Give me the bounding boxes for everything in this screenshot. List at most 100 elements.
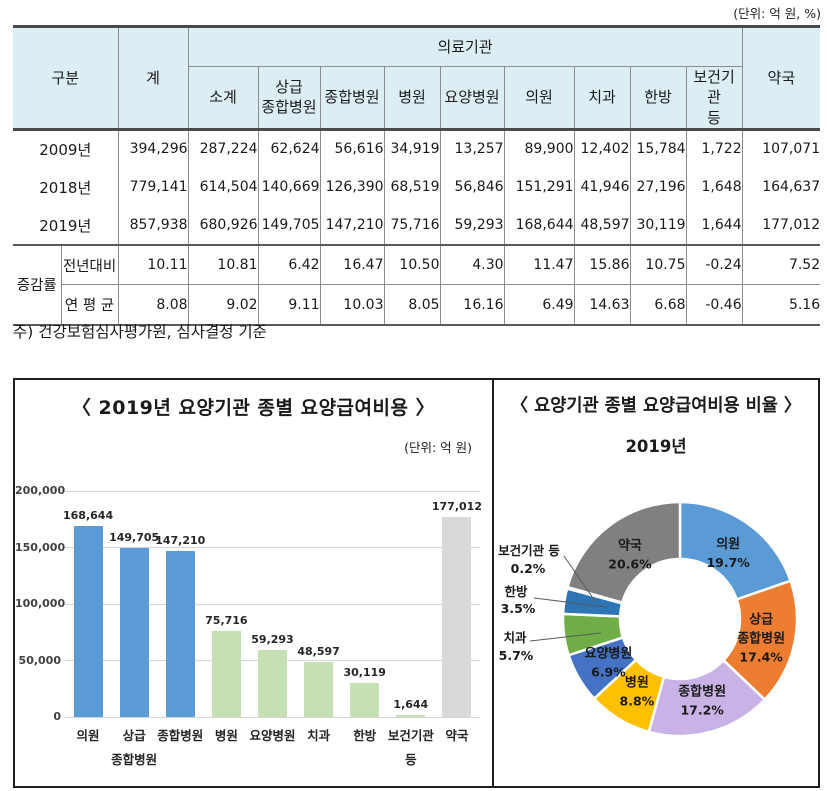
value-cell: 680,926 [187, 206, 259, 245]
value-cell: 16.47 [319, 243, 385, 285]
value-cell: 48,597 [573, 206, 631, 245]
bar [73, 526, 103, 717]
value-cell: 56,616 [319, 129, 385, 168]
leader-line [563, 555, 596, 602]
bar [350, 682, 380, 717]
value-cell: 287,224 [187, 129, 259, 168]
table-unit-label: (단위: 억 원, %) [733, 6, 821, 21]
value-cell: -0.24 [685, 243, 743, 285]
value-cell: 10.81 [187, 243, 259, 285]
bar [165, 550, 195, 717]
value-cell: 614,504 [187, 167, 259, 207]
gridline [65, 603, 480, 605]
value-cell: 4.30 [439, 243, 505, 285]
pie-chart-title: 〈 요양기관 종별 요양급여비용 비율 〉 [510, 396, 802, 416]
gridline [65, 716, 480, 718]
year-cell: 2009년 [39, 140, 92, 159]
value-cell: 10.75 [629, 243, 687, 285]
donut-slice [678, 500, 793, 601]
value-cell: 140,669 [257, 167, 321, 207]
value-cell: 394,296 [117, 129, 189, 168]
year-cell: 2018년 [39, 178, 92, 197]
table-row: 연 평 균 8.08 9.02 9.11 10.03 8.05 16.16 6.49 14.63… [13, 284, 821, 325]
y-axis-label: 150,000 [15, 540, 66, 554]
value-cell: 41,946 [573, 167, 631, 207]
header-subcol: 의원 [503, 66, 575, 130]
bar [304, 662, 334, 717]
value-cell: 30,119 [629, 206, 687, 245]
value-cell: 1,722 [685, 129, 743, 168]
x-axis-label: 요양병원 [249, 728, 296, 743]
bar-value-label: 168,644 [63, 509, 114, 523]
value-cell: 1,648 [685, 167, 743, 207]
slice-label: 종합병원 17.2% [678, 683, 726, 717]
value-cell: 107,071 [741, 129, 821, 168]
value-cell: 10.03 [319, 284, 385, 325]
bar [258, 650, 287, 717]
bar-chart-title: 〈 2019년 요양기관 종별 요양급여비용 〉 [71, 397, 436, 419]
value-cell: 15.86 [573, 243, 631, 285]
table-row: 2018년 779,141 614,504 140,669 126,390 68,519 5… [13, 167, 821, 207]
data-table: 구분 계 의료기관 약국 소계 상급 종합병원 종합병원 병원 요양병원 의원 치과 한방 보건… [13, 25, 821, 326]
value-cell: 149,705 [257, 206, 321, 245]
value-cell: 6.42 [257, 243, 321, 285]
value-cell: 168,644 [503, 206, 575, 245]
leader-line [529, 632, 602, 642]
value-cell: 7.52 [741, 243, 821, 285]
slice-label: 요양병원 6.9% [585, 646, 633, 680]
slice-label: 상급 종합병원 17.4% [737, 613, 785, 665]
value-cell: 27,196 [629, 167, 687, 207]
pie-chart-subtitle: 2019년 [625, 437, 687, 456]
x-axis-label: 종합병원 [157, 728, 204, 743]
gridline [65, 547, 480, 548]
bar [119, 547, 149, 717]
value-cell: 5.16 [741, 284, 821, 325]
header-subcol: 소계 [187, 66, 259, 130]
value-cell: 177,012 [741, 206, 821, 245]
value-cell: 151,291 [503, 167, 575, 207]
x-axis-label: 한방 [353, 728, 377, 743]
slice-label: 병원 8.8% [620, 674, 655, 708]
slice-outside-pct: 5.7% [499, 648, 534, 663]
slice-outside-label: 한방 [504, 584, 528, 599]
value-cell: 34,919 [383, 129, 441, 168]
value-cell: 10.11 [117, 243, 189, 285]
bar-chart-plot-area: 168,644 149,705 147,210 75,716 59,293 48,597 3… [63, 490, 482, 718]
value-cell: 12,402 [573, 129, 631, 168]
header-subcol: 보건기관 등 [685, 66, 743, 130]
donut-slice [565, 500, 682, 605]
bar [396, 715, 426, 717]
header-subcol: 종합병원 [319, 66, 385, 130]
bar-value-label: 30,119 [343, 665, 386, 679]
value-cell: 68,519 [383, 167, 441, 207]
value-cell: 75,716 [383, 206, 441, 245]
value-cell: 16.16 [439, 284, 505, 325]
value-cell: 15,784 [629, 129, 687, 168]
x-axis-label: 보건기관 등 [387, 728, 434, 767]
value-cell: 857,938 [117, 206, 189, 245]
value-cell: 13,257 [439, 129, 505, 168]
growth-sub-label-cell: 전년대비 [60, 243, 119, 285]
table-row: 증감률 전년대비 10.11 10.81 6.42 16.47 10.50 4.30 11.47… [13, 243, 821, 325]
header-subcol: 요양병원 [439, 66, 505, 130]
leader-line [533, 597, 608, 608]
x-axis-label: 상급 종합병원 [111, 728, 158, 767]
value-cell: 779,141 [117, 167, 189, 207]
bar-chart-panel: 〈 2019년 요양기관 종별 요양급여비용 〉 (단위: 억 원) 168,6… [15, 380, 494, 786]
slice-label: 의원 19.7% [706, 536, 750, 570]
bar-value-label: 149,705 [109, 530, 160, 544]
slice-outside-pct: 0.2% [511, 561, 546, 576]
y-axis-label: 100,000 [15, 597, 66, 610]
growth-label-cell: 증감률 [13, 243, 61, 325]
value-cell: 14.63 [573, 284, 631, 325]
value-cell: 126,390 [319, 167, 385, 207]
header-pharmacy: 약국 [741, 26, 821, 130]
bar-value-label: 1,644 [393, 698, 429, 712]
slice-outside-label: 치과 [503, 630, 527, 645]
y-axis-label: 200,000 [15, 484, 66, 497]
header-subcol: 상급 종합병원 [257, 66, 321, 130]
slice-label: 약국 20.6% [608, 537, 652, 571]
header-subcol: 병원 [383, 66, 441, 130]
value-cell: 147,210 [319, 206, 385, 245]
slice-outside-pct: 3.5% [501, 601, 536, 616]
